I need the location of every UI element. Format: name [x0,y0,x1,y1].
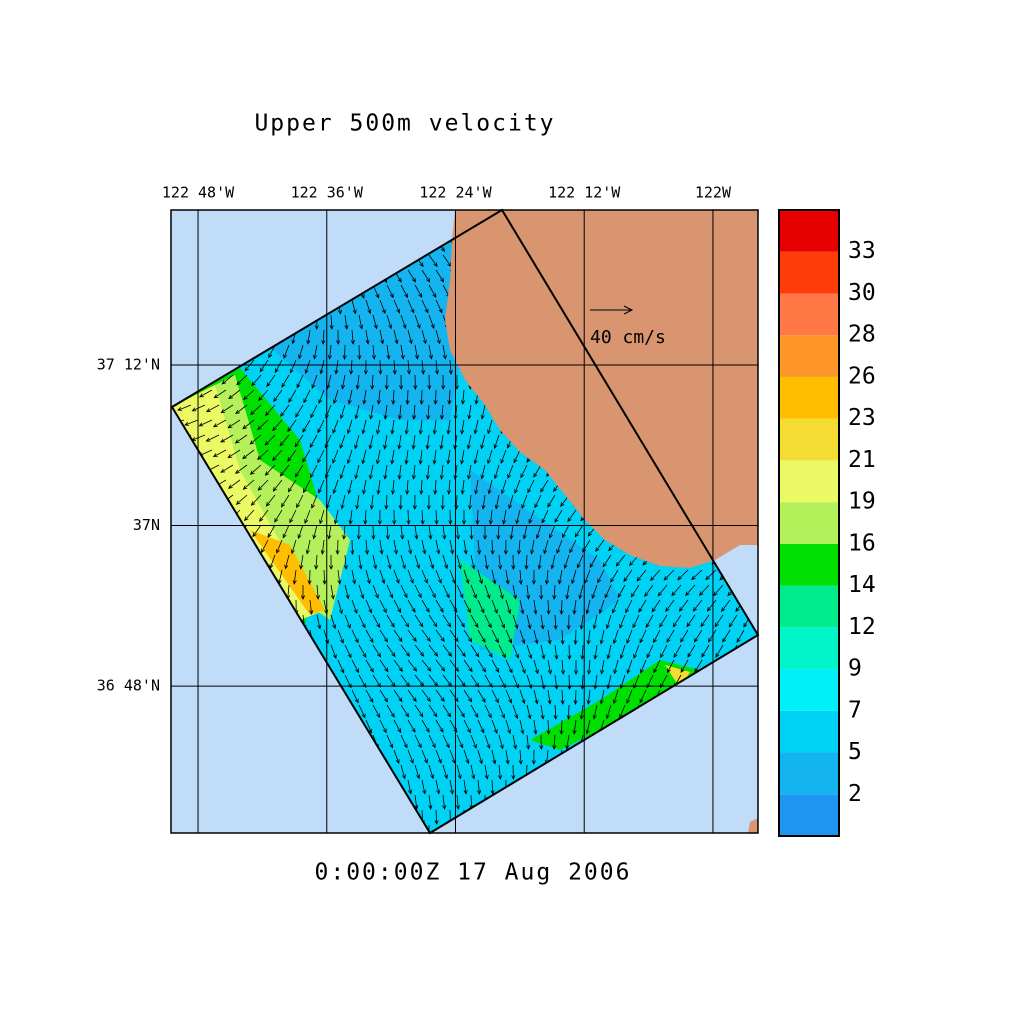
colorbar-label: 9 [848,656,862,682]
time-label: 0:00:00Z 17 Aug 2006 [315,860,632,886]
x-tick-label: 122 48'W [162,184,235,202]
colorbar-label: 2 [848,781,862,807]
x-tick-label: 122 24'W [419,184,492,202]
field-patch [250,230,470,420]
colorbar-label: 28 [848,322,876,348]
colorbar-band [779,669,839,711]
y-tick-label: 37 12'N [97,355,160,373]
colorbar-band [779,752,839,795]
colorbar-label: 14 [848,572,876,598]
coastline-land [748,818,758,833]
reference-vector: 40 cm/s [590,305,666,348]
land [445,210,758,833]
colorbar-band [779,543,839,586]
colorbar-band [779,627,839,670]
colorbar-band [779,335,839,377]
coastline-land [445,210,758,568]
x-tick-label: 122W [695,184,732,202]
colorbar-band [779,710,839,753]
colorbar-band [779,210,839,252]
reference-arrow-head [623,305,634,315]
colorbar-label: 23 [848,405,876,431]
colorbar-label: 16 [848,530,876,556]
colorbar-label: 5 [848,739,862,765]
colorbar-label: 33 [848,238,876,264]
colorbar-label: 19 [848,489,876,515]
velocity-field [172,210,758,833]
y-tick-label: 36 48'N [97,677,160,695]
colorbar: 2 5 7 9 12 14 16 19 21 23 26 28 30 33 [778,209,876,837]
colorbar-band [779,418,839,461]
colorbar-label: 7 [848,697,862,723]
field-patch [250,530,325,615]
colorbar-label: 21 [848,447,876,473]
x-tick-label: 122 12'W [548,184,621,202]
colorbar-band [779,251,839,294]
colorbar-band [779,585,839,628]
colorbar-band [779,293,839,336]
grid: 122 48'W 122 36'W 122 24'W 122 12'W 122W 37 1… [97,184,758,833]
colorbar-label: 12 [848,614,876,640]
title: Upper 500m velocity [254,111,555,137]
colorbar-band [779,794,839,836]
y-tick-label: 37N [133,516,160,534]
colorbar-label: 30 [848,280,876,306]
colorbar-band [779,376,839,419]
colorbar-label: 26 [848,363,876,389]
colorbar-band [779,460,839,503]
map-frame [170,209,759,834]
colorbar-band [779,502,839,544]
field-patch [530,660,700,750]
reference-label: 40 cm/s [590,327,666,348]
x-tick-label: 122 36'W [291,184,364,202]
colorbar-frame [778,209,840,837]
field-patch [460,560,520,660]
